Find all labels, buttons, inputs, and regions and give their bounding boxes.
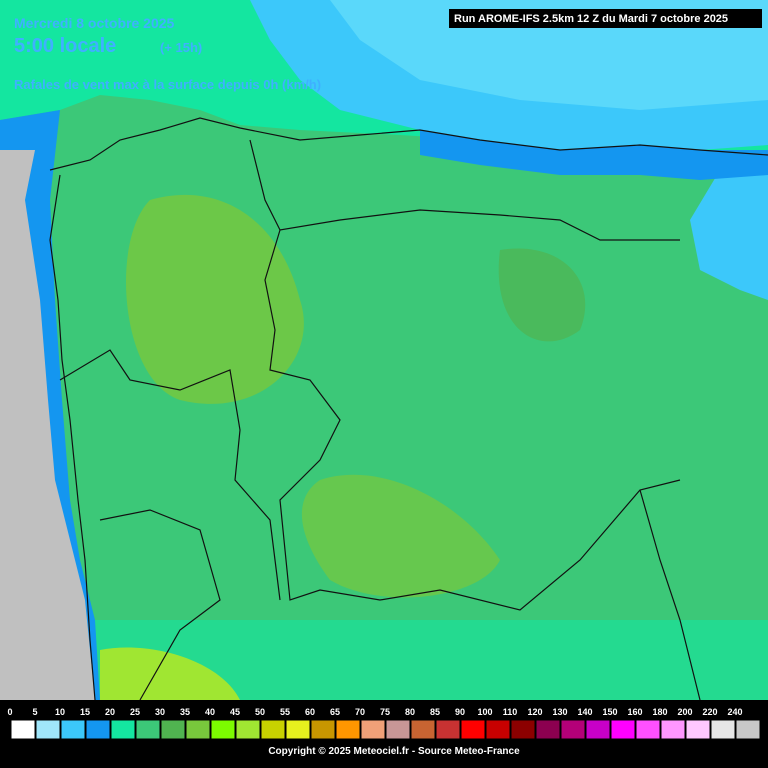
legend-label: 220 [702, 707, 717, 717]
legend-swatch [510, 719, 536, 740]
region-border [99, 509, 221, 701]
legend-label: 0 [7, 707, 12, 717]
borders [49, 117, 768, 701]
legend-swatch [460, 719, 486, 740]
legend-swatch [35, 719, 61, 740]
legend-label: 200 [677, 707, 692, 717]
high-wind-zone [301, 474, 500, 598]
legend-swatch [410, 719, 436, 740]
legend-swatch [610, 719, 636, 740]
region-border [639, 489, 701, 701]
legend-swatch [560, 719, 586, 740]
wind-zone [498, 248, 586, 342]
legend-swatch [435, 719, 461, 740]
legend-label: 5 [32, 707, 37, 717]
legend-label: 90 [455, 707, 465, 717]
legend-swatch [535, 719, 561, 740]
legend-swatch [10, 719, 36, 740]
legend-swatch [710, 719, 736, 740]
legend-swatch [60, 719, 86, 740]
legend-label: 180 [652, 707, 667, 717]
run-background [449, 9, 762, 28]
legend-swatch [485, 719, 511, 740]
legend-label: 80 [405, 707, 415, 717]
legend-label: 100 [477, 707, 492, 717]
legend-swatch [335, 719, 361, 740]
copyright: Copyright © 2025 Meteociel.fr - Source M… [268, 746, 520, 757]
date: Mercredi 8 octobre 2025 [14, 15, 175, 31]
legend-swatch [735, 719, 761, 740]
legend-label: 15 [80, 707, 90, 717]
legend-swatch [85, 719, 111, 740]
coastline [49, 117, 768, 171]
coastline [49, 174, 96, 701]
legend-swatch [210, 719, 236, 740]
legend-swatch [385, 719, 411, 740]
legend-swatch [660, 719, 686, 740]
legend-label: 130 [552, 707, 567, 717]
legend-label: 55 [280, 707, 290, 717]
legend-label: 45 [230, 707, 240, 717]
legend-label: 10 [55, 707, 65, 717]
map-field [0, 0, 768, 700]
legend-label: 75 [380, 707, 390, 717]
legend-label: 65 [330, 707, 340, 717]
legend-label: 140 [577, 707, 592, 717]
legend-label: 240 [727, 707, 742, 717]
legend-swatch [160, 719, 186, 740]
legend-label: 85 [430, 707, 440, 717]
time: 5:00 locale [14, 35, 116, 57]
legend-swatch [310, 719, 336, 740]
legend-swatch [185, 719, 211, 740]
atlantic-mask [0, 150, 95, 700]
legend-swatch [260, 719, 286, 740]
legend-label: 20 [105, 707, 115, 717]
legend-label: 50 [255, 707, 265, 717]
offset: (+ 15h) [160, 40, 202, 55]
legend-swatch [285, 719, 311, 740]
coast-blue [420, 130, 768, 180]
legend-label: 150 [602, 707, 617, 717]
legend-label: 25 [130, 707, 140, 717]
legend-swatch [585, 719, 611, 740]
legend-swatch [135, 719, 161, 740]
legend-swatch [685, 719, 711, 740]
region-border [264, 229, 681, 611]
region-border [249, 139, 680, 241]
run-info: Run AROME-IFS 2.5km 12 Z du Mardi 7 octo… [454, 13, 728, 25]
legend-label: 120 [527, 707, 542, 717]
legend-swatch [360, 719, 386, 740]
legend-label: 60 [305, 707, 315, 717]
legend-swatch [235, 719, 261, 740]
legend-label: 35 [180, 707, 190, 717]
legend-swatch [635, 719, 661, 740]
region-border [59, 349, 281, 601]
legend-label: 160 [627, 707, 642, 717]
legend-swatch [110, 719, 136, 740]
south-zone [100, 647, 240, 700]
field-title: Rafales de vent max à la surface depuis … [14, 77, 321, 92]
legend-label: 30 [155, 707, 165, 717]
legend-label: 40 [205, 707, 215, 717]
legend-label: 70 [355, 707, 365, 717]
legend: 0 5 10 15 20 25 30 35 40 45 50 55 60 65 70 75 80 85 90 100 1… [7, 707, 761, 740]
legend-label: 110 [503, 707, 518, 717]
high-wind-zone [126, 194, 304, 404]
